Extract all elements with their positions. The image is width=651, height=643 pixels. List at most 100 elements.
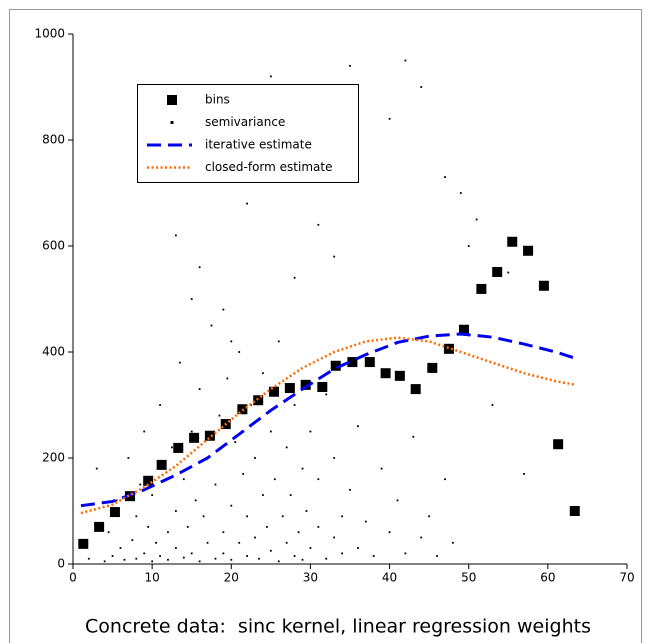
legend-box: [137, 84, 359, 183]
bin-marker: [492, 266, 503, 277]
semivariance-point: [119, 547, 122, 549]
semivariance-point: [262, 372, 264, 375]
semivariance-point: [333, 536, 336, 539]
semivariance-point: [333, 457, 336, 459]
semivariance-point: [269, 430, 272, 433]
bin-marker: [156, 459, 167, 470]
semivariance-point: [277, 340, 280, 343]
semivariance-point: [190, 552, 193, 555]
semivariance-point: [285, 541, 288, 544]
semivariance-point: [444, 176, 446, 178]
bin-marker: [410, 384, 421, 395]
bin-marker: [173, 442, 184, 453]
semivariance-point: [297, 531, 300, 534]
bin-marker: [427, 362, 438, 373]
semivariance-point: [194, 499, 197, 502]
bin-marker: [109, 507, 120, 518]
semivariance-point: [357, 547, 359, 549]
bin-marker: [553, 439, 564, 450]
semivariance-point: [139, 483, 142, 486]
y-tick-label: 200: [42, 451, 65, 465]
semivariance-point: [115, 499, 118, 502]
semivariance-point: [226, 377, 229, 380]
semivariance-point: [404, 59, 407, 62]
semivariance-point: [254, 536, 256, 539]
bin-marker: [538, 280, 549, 291]
semivariance-point: [178, 361, 181, 364]
bin-marker: [569, 506, 580, 516]
semivariance-point: [206, 541, 209, 544]
semivariance-point: [182, 556, 185, 559]
semivariance-point: [123, 558, 126, 561]
semivariance-point: [451, 541, 454, 544]
semivariance-point: [198, 388, 201, 390]
semivariance-point: [459, 192, 462, 194]
bin-marker: [300, 379, 311, 390]
semivariance-point: [293, 404, 296, 406]
y-tick-label: 400: [42, 345, 65, 359]
semivariance-point: [155, 541, 157, 544]
semivariance-point: [151, 560, 154, 563]
bin-marker: [458, 324, 469, 335]
semivariance-point: [131, 539, 134, 542]
semivariance-point: [325, 393, 328, 396]
semivariance-point: [87, 557, 90, 560]
semivariance-point: [404, 552, 407, 555]
semivariance-point: [171, 446, 173, 449]
semivariance-point: [182, 478, 185, 481]
semivariance-point: [317, 223, 320, 226]
semivariance-point: [349, 488, 351, 491]
semivariance-point: [388, 531, 391, 534]
chart-title: Concrete data: sinc kernel, linear regre…: [85, 616, 591, 638]
semivariance-point: [190, 430, 193, 433]
semivariance-point: [230, 504, 233, 507]
bin-marker: [507, 236, 518, 247]
legend: bins semivariance iterative estimate closed…: [137, 84, 359, 183]
semivariance-point: [293, 555, 296, 557]
semivariance-point: [475, 218, 478, 221]
bin-marker: [476, 283, 487, 294]
semivariance-point: [107, 531, 110, 534]
semivariance-point: [111, 555, 114, 557]
semivariance-point: [230, 340, 233, 343]
semivariance-point: [372, 555, 375, 557]
semivariance-point: [174, 234, 177, 237]
semivariance-point: [428, 515, 431, 518]
semivariance-point: [151, 494, 154, 496]
bin-marker: [330, 360, 341, 371]
semivariance-point: [214, 557, 217, 560]
bin-marker: [523, 245, 534, 256]
legend-label: semivariance: [205, 115, 285, 129]
semivariance-point: [262, 494, 264, 496]
semivariance-point: [507, 271, 510, 274]
bin-marker: [143, 475, 154, 486]
x-tick-label: 70: [619, 571, 634, 585]
semivariance-point: [396, 499, 399, 502]
semivariance-point: [167, 531, 169, 534]
semivariance-point: [246, 555, 249, 557]
semivariance-point: [357, 425, 359, 428]
semivariance-point: [198, 560, 201, 563]
bin-marker: [269, 386, 280, 397]
semivariance-point: [301, 558, 304, 561]
semivariance-point: [269, 75, 272, 78]
bin-marker: [253, 395, 264, 406]
semivariance-point: [174, 547, 177, 549]
bin-marker: [284, 383, 295, 394]
bin-marker: [364, 357, 375, 368]
semivariance-point: [254, 457, 256, 459]
semivariance-point: [202, 515, 205, 518]
semivariance-point: [436, 555, 438, 557]
semivariance-point: [341, 552, 343, 555]
semivariance-point: [273, 478, 276, 481]
semivariance-point: [95, 467, 98, 470]
semivariance-point: [246, 515, 249, 518]
x-tick-label: 40: [382, 571, 397, 585]
semivariance-point: [222, 308, 225, 311]
semivariance-point: [143, 552, 146, 555]
x-tick-label: 10: [145, 571, 160, 585]
x-tick-label: 0: [69, 571, 77, 585]
bin-marker: [94, 521, 105, 532]
legend-swatch: [170, 121, 174, 124]
